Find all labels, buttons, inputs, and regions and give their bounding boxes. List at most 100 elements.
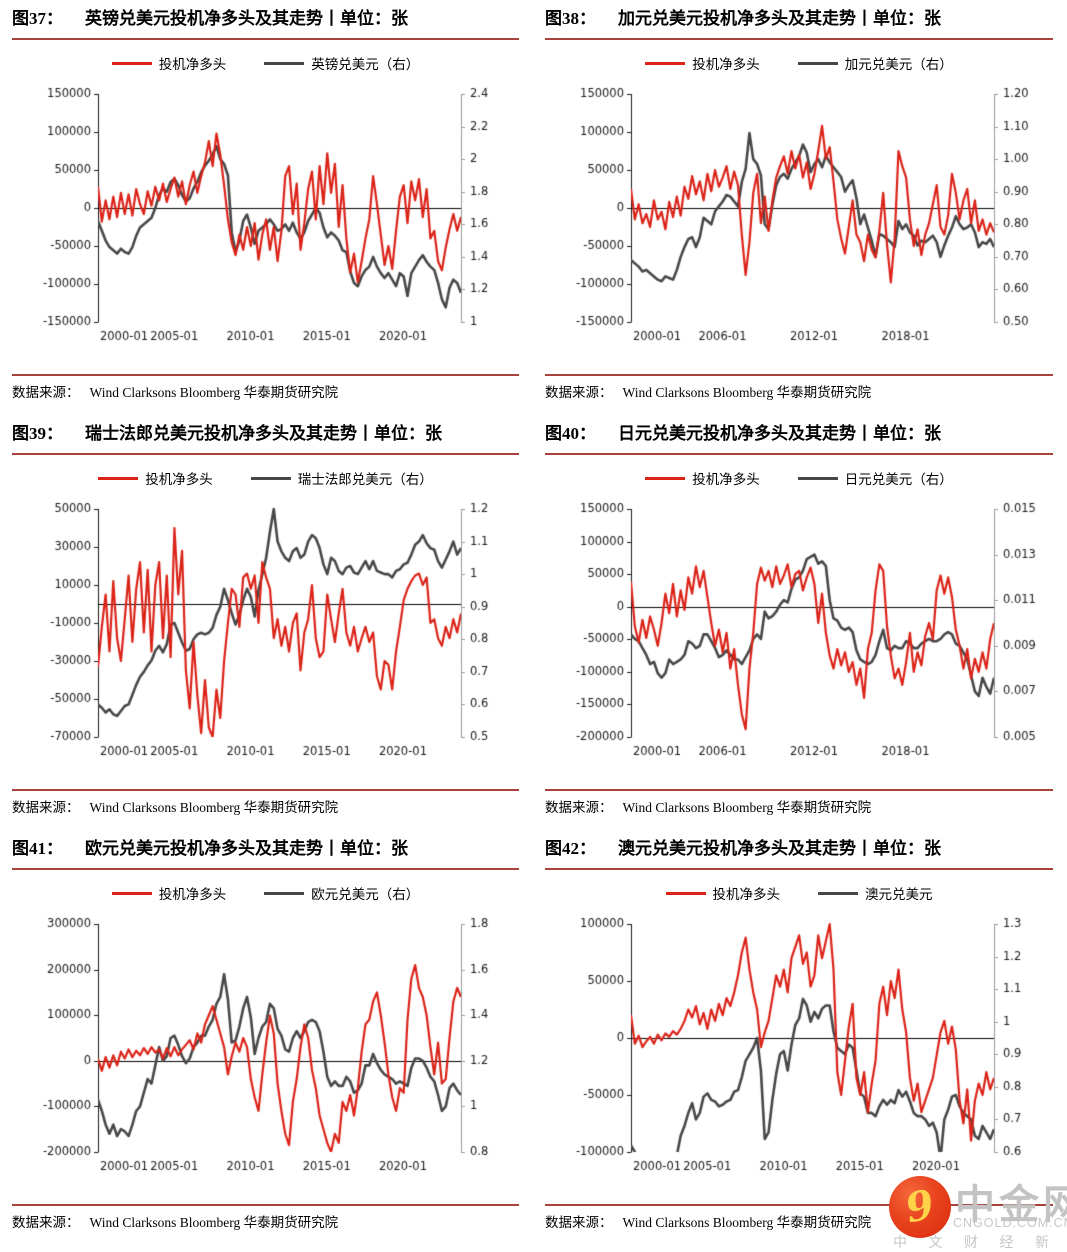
source-line: 数据来源： Wind Clarksons Bloomberg 华泰期货研究院 [12,381,519,401]
legend-label: 日元兑美元（右） [844,472,953,487]
legend-label: 投机净多头 [158,887,227,902]
panel-title: 图42： 澳元兑美元投机净多头及其走势丨单位：张 [545,836,1053,862]
source-text: Wind Clarksons Bloomberg 华泰期货研究院 [622,1215,872,1230]
figure-title: 加元兑美元投机净多头及其走势丨单位：张 [618,9,941,28]
legend-label: 投机净多头 [145,472,213,487]
legend-line-dark [264,61,305,65]
line-chart-jpy [545,497,1052,779]
legend-line-red [645,61,686,65]
source-label: 数据来源： [12,1215,80,1230]
legend-item-net: 投机净多头 [98,468,213,488]
figure-title: 欧元兑美元投机净多头及其走势丨单位：张 [85,839,408,858]
source-divider [12,789,519,791]
figure-number: 图38： [545,9,596,28]
figure-number: 图37： [12,9,63,28]
source-divider [545,789,1053,791]
source-label: 数据来源： [12,385,80,400]
cngold-watermark: 9 中金网 CNGOLD.COM.CN 中 文 财 经 新 媒 体 [889,1176,1067,1251]
legend-item-net: 投机净多头 [665,883,781,903]
panel-fig40: 图40： 日元兑美元投机净多头及其走势丨单位：张 投机净多头 日元兑美元（右） 数… [533,415,1067,830]
source-text: Wind Clarksons Bloomberg 华泰期货研究院 [89,1215,339,1230]
legend-line-red [645,476,686,480]
source-line: 数据来源： Wind Clarksons Bloomberg 华泰期货研究院 [12,796,519,816]
chart-legend: 投机净多头 澳元兑美元 [545,884,1053,902]
panel-fig41: 图41： 欧元兑美元投机净多头及其走势丨单位：张 投机净多头 欧元兑美元（右） 数… [0,830,533,1250]
legend-item-net: 投机净多头 [645,468,760,488]
panel-title: 图38： 加元兑美元投机净多头及其走势丨单位：张 [545,6,1053,32]
figure-title: 澳元兑美元投机净多头及其走势丨单位：张 [618,839,941,858]
legend-item-net: 投机净多头 [111,883,227,903]
source-label: 数据来源： [545,1215,613,1230]
source-divider [545,1204,1053,1206]
cngold-logo-icon: 9 [889,1176,951,1238]
source-text: Wind Clarksons Bloomberg 华泰期货研究院 [622,800,872,815]
logo-domain: CNGOLD.COM.CN [953,1216,1067,1230]
legend-line-dark [818,891,858,895]
figure-number: 图41： [12,839,63,858]
figure-title: 日元兑美元投机净多头及其走势丨单位：张 [618,424,941,443]
legend-item-rate: 瑞士法郎兑美元（右） [250,468,433,488]
legend-line-dark [264,891,305,895]
legend-line-red [111,891,152,895]
legend-label: 英镑兑美元（右） [311,57,420,72]
panel-fig38: 图38： 加元兑美元投机净多头及其走势丨单位：张 投机净多头 加元兑美元（右） 数… [533,0,1067,415]
legend-label: 加元兑美元（右） [844,57,953,72]
legend-line-red [665,891,706,895]
legend-line-red [98,476,139,480]
legend-label: 投机净多头 [692,472,760,487]
legend-item-rate: 加元兑美元（右） [797,53,953,73]
panel-title: 图39： 瑞士法郎兑美元投机净多头及其走势丨单位：张 [12,421,519,447]
figure-number: 图39： [12,424,63,443]
source-line: 数据来源： Wind Clarksons Bloomberg 华泰期货研究院 [12,1211,519,1231]
source-divider [12,374,519,376]
logo-name: 中金网 [955,1182,1067,1227]
legend-line-dark [797,61,838,65]
source-line: 数据来源： Wind Clarksons Bloomberg 华泰期货研究院 [545,381,1053,401]
logo-swirl-glyph: 9 [901,1180,939,1233]
legend-item-rate: 日元兑美元（右） [797,468,953,488]
source-label: 数据来源： [545,385,613,400]
source-text: Wind Clarksons Bloomberg 华泰期货研究院 [89,800,339,815]
line-chart-eur [12,912,519,1194]
legend-item-rate: 英镑兑美元（右） [264,53,419,73]
legend-label: 瑞士法郎兑美元（右） [297,472,433,487]
panel-fig42: 图42： 澳元兑美元投机净多头及其走势丨单位：张 投机净多头 澳元兑美元 数据来源… [533,830,1067,1250]
line-chart-aud [545,912,1052,1194]
legend-line-dark [797,476,838,480]
legend-line-red [111,61,152,65]
legend-label: 投机净多头 [158,57,227,72]
source-label: 数据来源： [12,800,80,815]
title-divider [545,38,1053,40]
source-line: 数据来源： Wind Clarksons Bloomberg 华泰期货研究院 [545,1211,1053,1231]
title-divider [545,453,1053,455]
figure-title: 瑞士法郎兑美元投机净多头及其走势丨单位：张 [85,424,442,443]
title-divider [545,868,1053,870]
panel-title: 图40： 日元兑美元投机净多头及其走势丨单位：张 [545,421,1053,447]
source-divider [545,374,1053,376]
line-chart-chf [12,497,519,779]
legend-label: 澳元兑美元 [865,887,933,902]
title-divider [12,868,519,870]
legend-label: 投机净多头 [692,57,760,72]
chart-legend: 投机净多头 日元兑美元（右） [545,469,1053,487]
legend-line-dark [250,476,291,480]
figure-title: 英镑兑美元投机净多头及其走势丨单位：张 [85,9,408,28]
chart-legend: 投机净多头 英镑兑美元（右） [12,54,519,72]
panel-title: 图41： 欧元兑美元投机净多头及其走势丨单位：张 [12,836,519,862]
chart-legend: 投机净多头 瑞士法郎兑美元（右） [12,469,519,487]
title-divider [12,38,519,40]
legend-item-rate: 澳元兑美元 [818,883,933,903]
source-text: Wind Clarksons Bloomberg 华泰期货研究院 [89,385,339,400]
chart-legend: 投机净多头 加元兑美元（右） [545,54,1053,72]
title-divider [12,453,519,455]
source-divider [12,1204,519,1206]
source-label: 数据来源： [545,800,613,815]
chart-legend: 投机净多头 欧元兑美元（右） [12,884,519,902]
legend-label: 投机净多头 [712,887,781,902]
figure-number: 图42： [545,839,596,858]
line-chart-cad [545,82,1052,364]
source-line: 数据来源： Wind Clarksons Bloomberg 华泰期货研究院 [545,796,1053,816]
legend-item-rate: 欧元兑美元（右） [264,883,419,903]
figure-number: 图40： [545,424,596,443]
